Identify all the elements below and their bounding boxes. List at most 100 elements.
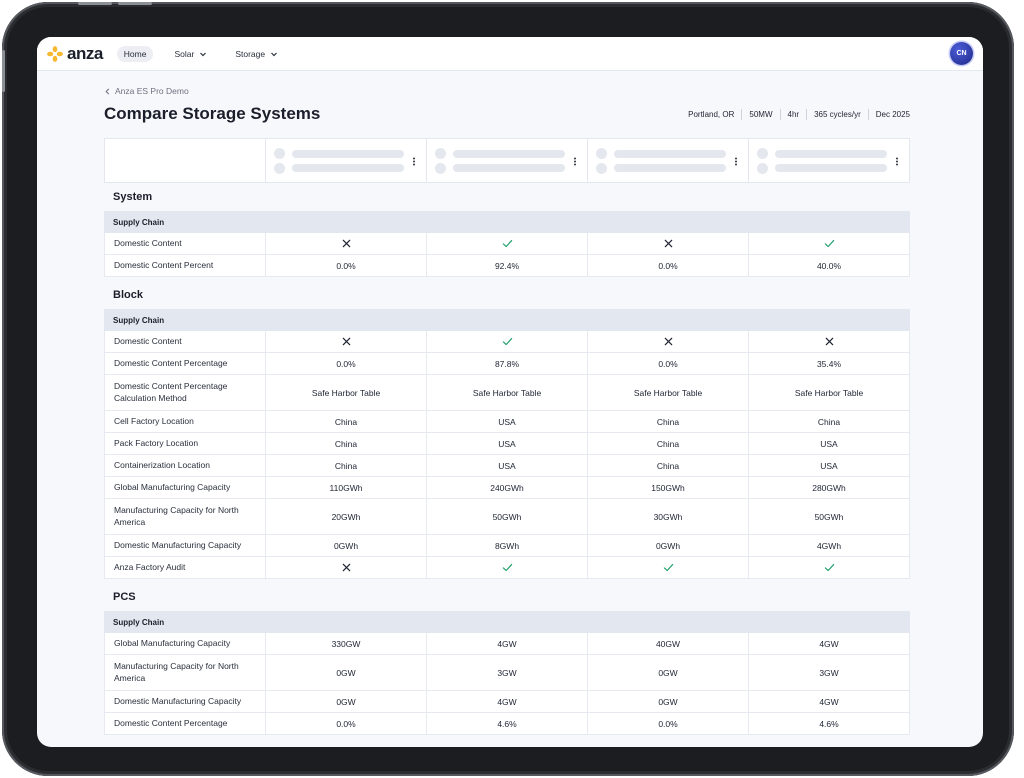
meta-item: 50MW: [749, 109, 773, 119]
table-cell: China: [266, 455, 427, 476]
table-row: Domestic Content Percent 0.0% 92.4% 0.0% 40.…: [104, 255, 910, 277]
table-cell: Safe Harbor Table: [588, 375, 749, 410]
check-icon: [502, 563, 512, 572]
system-column-header: [427, 139, 588, 182]
table-cell: China: [588, 433, 749, 454]
skeleton-avatar: [274, 148, 285, 159]
more-options-icon[interactable]: [413, 157, 415, 166]
table-cell: 87.8%: [427, 353, 588, 374]
project-meta: Portland, OR 50MW 4hr 365 cycles/yr Dec 2025: [681, 108, 910, 120]
row-label: Manufacturing Capacity for North America: [105, 499, 266, 534]
table-cell: 0GW: [266, 655, 427, 690]
table-row: Global Manufacturing Capacity 330GW 4GW 40G…: [104, 633, 910, 655]
system-column-header: [266, 139, 427, 182]
table-cell: 4.6%: [427, 713, 588, 734]
table-cell: [749, 233, 909, 254]
table-cell: [588, 557, 749, 578]
table-cell: 0GW: [266, 691, 427, 712]
meta-item: 4hr: [787, 109, 800, 119]
row-label: Pack Factory Location: [105, 433, 266, 454]
table-cell: USA: [820, 460, 838, 471]
table-cell: 4.6%: [819, 718, 839, 729]
skeleton-text: [453, 164, 565, 172]
row-label: Domestic Content Percentage Calculation …: [105, 375, 266, 410]
user-avatar[interactable]: CN: [950, 42, 973, 65]
table-cell: 92.4%: [427, 255, 588, 276]
header-label-cell: [105, 139, 266, 182]
row-label: Domestic Manufacturing Capacity: [105, 535, 266, 556]
table-row: Manufacturing Capacity for North America…: [104, 655, 910, 691]
top-navigation-bar: anza Home Solar Storage CN: [37, 37, 983, 71]
skeleton-text: [614, 164, 726, 172]
table-cell: 0.0%: [266, 353, 427, 374]
chevron-left-icon: [105, 88, 110, 94]
nav-item-label: Home: [123, 48, 147, 59]
breadcrumb[interactable]: Anza ES Pro Demo: [104, 85, 910, 97]
nav-item-solar[interactable]: Solar: [167, 46, 214, 62]
section-title: Block: [113, 289, 143, 301]
main-nav: Home Solar Storage: [116, 45, 285, 62]
skeleton-text: [775, 164, 887, 172]
table-cell: China: [588, 411, 749, 432]
section-title: System: [113, 191, 153, 203]
table-cell: China: [817, 416, 841, 427]
table-row: Containerization Location China USA China US…: [104, 455, 910, 477]
system-column-header: [749, 139, 909, 182]
skeleton-avatar: [435, 148, 446, 159]
table-cell: Safe Harbor Table: [427, 375, 588, 410]
row-label: Domestic Content: [105, 331, 266, 352]
skeleton-text: [292, 150, 404, 158]
table-cell: 0GWh: [588, 535, 749, 556]
table-cell: 30GWh: [588, 499, 749, 534]
check-icon: [502, 239, 512, 248]
table-cell: 4GW: [427, 633, 588, 654]
skeleton-text: [614, 150, 726, 158]
more-options-icon[interactable]: [735, 157, 737, 166]
skeleton-avatar: [274, 163, 285, 174]
skeleton-text: [775, 150, 887, 158]
table-cell: China: [266, 411, 427, 432]
table-cell: [266, 331, 427, 352]
more-options-icon[interactable]: [574, 157, 576, 166]
table-cell: [266, 557, 427, 578]
table-cell: 40GW: [588, 633, 749, 654]
meta-divider: [741, 108, 743, 120]
table-cell: 4GWh: [816, 540, 842, 551]
table-row: Domestic Content Percentage 0.0% 4.6% 0.0% 4…: [104, 713, 910, 735]
nav-item-storage[interactable]: Storage: [228, 46, 285, 62]
nav-item-home[interactable]: Home: [116, 45, 154, 62]
table-cell: 0.0%: [588, 353, 749, 374]
table-cell: USA: [820, 438, 838, 449]
row-label: Global Manufacturing Capacity: [105, 477, 266, 498]
anza-logo[interactable]: anza: [47, 44, 103, 64]
table-cell: 0.0%: [588, 713, 749, 734]
skeleton-avatar: [596, 148, 607, 159]
chevron-down-icon: [200, 52, 207, 56]
table-cell: 8GWh: [427, 535, 588, 556]
skeleton-avatar: [435, 163, 446, 174]
system-column-header: [588, 139, 749, 182]
table-cell: [749, 557, 909, 578]
table-cell: 3GW: [427, 655, 588, 690]
table-cell: [588, 331, 749, 352]
skeleton-avatar: [757, 163, 768, 174]
skeleton-avatar: [596, 163, 607, 174]
more-options-icon[interactable]: [896, 157, 898, 166]
table-cell: China: [266, 433, 427, 454]
logo-text: anza: [67, 43, 103, 63]
row-label: Domestic Content Percent: [105, 255, 266, 276]
skeleton-avatar: [757, 148, 768, 159]
row-label: Domestic Content Percentage: [105, 353, 266, 374]
table-cell: 4GW: [427, 691, 588, 712]
table-cell: USA: [427, 433, 588, 454]
table-cell: [266, 233, 427, 254]
table-cell: 20GWh: [266, 499, 427, 534]
row-label: Domestic Content Percentage: [105, 713, 266, 734]
row-label: Cell Factory Location: [105, 411, 266, 432]
table-cell: 110GWh: [266, 477, 427, 498]
chevron-down-icon: [271, 52, 278, 56]
table-row: Cell Factory Location China USA China China: [104, 411, 910, 433]
breadcrumb-link[interactable]: Anza ES Pro Demo: [115, 86, 189, 96]
table-cell: USA: [427, 411, 588, 432]
check-icon: [502, 337, 512, 346]
